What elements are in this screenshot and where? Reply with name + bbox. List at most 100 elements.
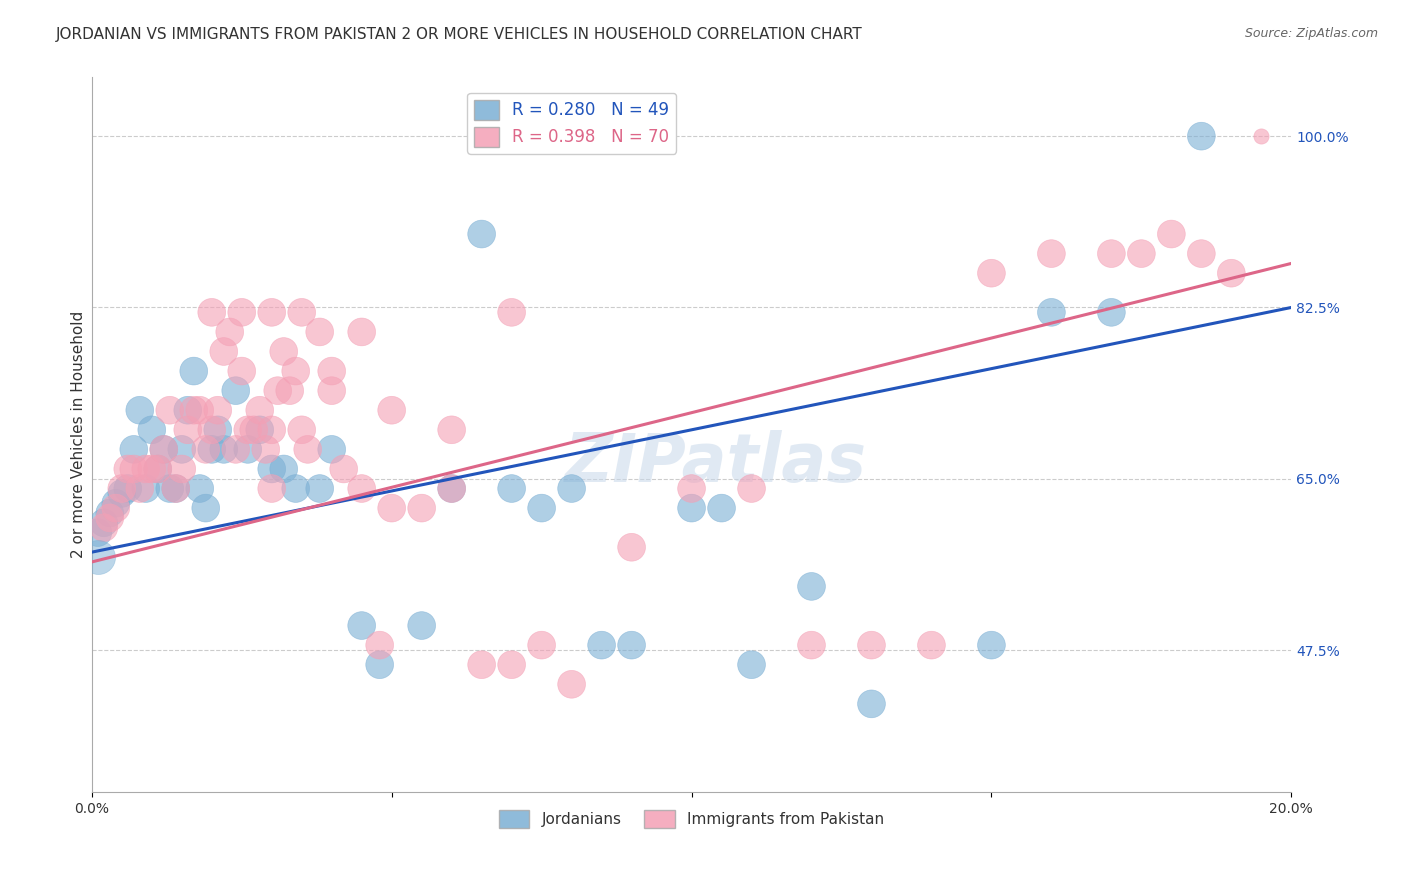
Point (87, 549, 110, 564)
Point (530, 501, 553, 516)
Point (146, 462, 169, 476)
Point (207, 423, 229, 437)
Point (249, 423, 271, 437)
Point (440, 423, 463, 437)
Point (111, 486, 134, 500)
Point (411, 501, 433, 516)
Point (471, 227, 494, 241)
Point (117, 482, 139, 496)
Point (291, 423, 314, 437)
Point (260, 482, 283, 496)
Point (212, 442, 235, 457)
Point (1099, 246, 1122, 260)
Point (308, 482, 330, 496)
Point (273, 344, 295, 359)
Point (284, 482, 307, 496)
Point (1040, 246, 1063, 260)
Point (93, 521, 115, 535)
Point (411, 618, 433, 632)
Point (146, 462, 169, 476)
Point (93, 516, 115, 530)
Point (278, 384, 301, 398)
Point (225, 442, 247, 457)
Y-axis label: 2 or more Vehicles in Household: 2 or more Vehicles in Household (72, 311, 86, 558)
Point (183, 403, 205, 417)
Text: JORDANIAN VS IMMIGRANTS FROM PAKISTAN 2 OR MORE VEHICLES IN HOUSEHOLD CORRELATIO: JORDANIAN VS IMMIGRANTS FROM PAKISTAN 2 … (56, 27, 863, 42)
Point (860, 697, 883, 711)
Point (188, 482, 211, 496)
Point (860, 638, 883, 652)
Point (141, 462, 163, 476)
Point (111, 482, 134, 496)
Point (87, 525, 110, 540)
Point (530, 638, 553, 652)
Point (128, 403, 150, 417)
Point (1189, 129, 1212, 144)
Point (201, 423, 224, 437)
Point (207, 403, 229, 417)
Point (152, 442, 174, 457)
Point (177, 423, 200, 437)
Point (350, 325, 373, 339)
Point (1189, 246, 1212, 260)
Point (122, 462, 145, 476)
Point (440, 482, 463, 496)
Point (620, 541, 643, 555)
Point (350, 482, 373, 496)
Point (212, 344, 235, 359)
Point (308, 325, 330, 339)
Point (741, 482, 763, 496)
Point (321, 384, 343, 398)
Point (591, 638, 613, 652)
Legend: Jordanians, Immigrants from Pakistan: Jordanians, Immigrants from Pakistan (492, 804, 890, 834)
Point (284, 364, 307, 378)
Point (440, 482, 463, 496)
Point (1130, 246, 1153, 260)
Point (260, 305, 283, 319)
Point (231, 364, 253, 378)
Point (98, 511, 121, 525)
Point (194, 442, 217, 457)
Point (800, 638, 823, 652)
Point (152, 442, 174, 457)
Point (165, 482, 187, 496)
Point (183, 364, 205, 378)
Point (471, 657, 494, 672)
Point (561, 482, 583, 496)
Point (920, 638, 942, 652)
Point (104, 496, 127, 510)
Text: ZIPatlas: ZIPatlas (565, 430, 866, 496)
Point (368, 657, 391, 672)
Point (231, 305, 253, 319)
Point (681, 482, 703, 496)
Point (1160, 227, 1182, 241)
Point (321, 442, 343, 457)
Point (1220, 266, 1243, 280)
Point (236, 423, 259, 437)
Point (501, 305, 523, 319)
Point (381, 501, 404, 516)
Point (681, 501, 703, 516)
Point (104, 501, 127, 516)
Point (194, 501, 217, 516)
Point (201, 442, 224, 457)
Point (710, 501, 733, 516)
Point (980, 266, 1002, 280)
Point (117, 462, 139, 476)
Point (267, 384, 290, 398)
Point (218, 325, 240, 339)
Point (980, 638, 1002, 652)
Point (1250, 129, 1272, 144)
Point (159, 482, 181, 496)
Point (128, 482, 150, 496)
Point (188, 403, 211, 417)
Point (135, 462, 157, 476)
Point (236, 442, 259, 457)
Point (381, 403, 404, 417)
Point (242, 423, 264, 437)
Point (501, 657, 523, 672)
Point (170, 442, 193, 457)
Point (741, 657, 763, 672)
Point (170, 462, 193, 476)
Point (141, 423, 163, 437)
